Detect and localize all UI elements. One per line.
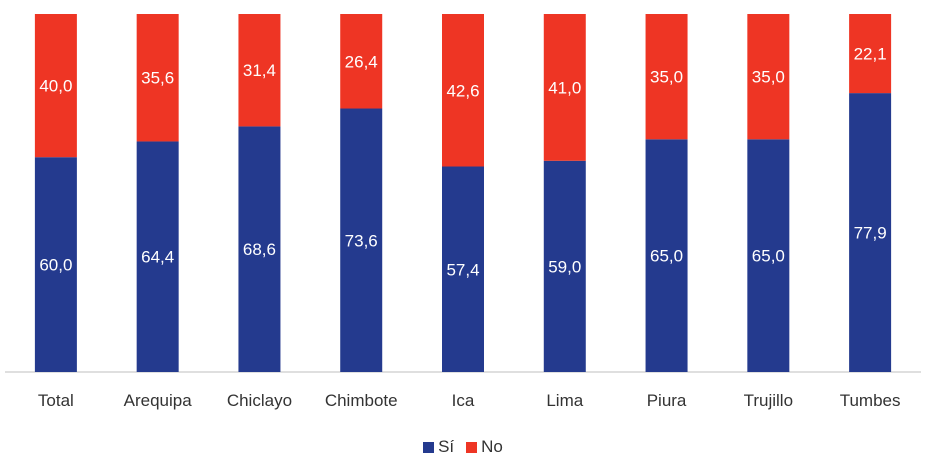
x-tick-label-tumbes: Tumbes xyxy=(840,391,901,410)
x-tick-label-trujillo: Trujillo xyxy=(744,391,793,410)
bar-si-chimbote xyxy=(340,108,383,373)
bar-si-chiclayo xyxy=(238,126,281,372)
bar-si-trujillo xyxy=(747,139,790,372)
legend-item-si: Sí xyxy=(423,437,454,457)
data-label-no-total: 40,0 xyxy=(39,77,72,96)
bar-no-chimbote xyxy=(340,14,383,109)
x-tick-label-arequipa: Arequipa xyxy=(124,391,193,410)
bar-no-total xyxy=(34,14,77,158)
data-label-si-ica: 57,4 xyxy=(446,260,479,279)
bar-si-arequipa xyxy=(136,141,179,372)
legend: Sí No xyxy=(0,436,926,458)
data-label-si-chimbote: 73,6 xyxy=(345,231,378,250)
legend-label-si: Sí xyxy=(438,437,455,456)
data-label-no-chimbote: 26,4 xyxy=(345,52,378,71)
data-label-si-tumbes: 77,9 xyxy=(854,224,887,243)
data-label-si-total: 60,0 xyxy=(39,256,72,275)
data-label-si-lima: 59,0 xyxy=(548,257,581,276)
bar-no-arequipa xyxy=(136,14,179,142)
bar-si-total xyxy=(34,157,77,372)
data-label-no-trujillo: 35,0 xyxy=(752,68,785,87)
legend-swatch-si xyxy=(423,441,435,453)
legend-item-no: No xyxy=(466,437,503,457)
data-label-no-chiclayo: 31,4 xyxy=(243,61,276,80)
data-label-no-piura: 35,0 xyxy=(650,68,683,87)
bar-no-piura xyxy=(645,14,688,140)
data-label-si-piura: 65,0 xyxy=(650,247,683,266)
bar-si-lima xyxy=(543,160,586,372)
data-label-no-tumbes: 22,1 xyxy=(854,45,887,64)
data-label-no-ica: 42,6 xyxy=(446,81,479,100)
bar-si-piura xyxy=(645,139,688,372)
bars-group xyxy=(34,14,892,373)
bar-no-ica xyxy=(442,14,484,167)
bar-si-tumbes xyxy=(849,93,892,373)
data-label-si-chiclayo: 68,6 xyxy=(243,240,276,259)
x-tick-label-ica: Ica xyxy=(452,391,475,410)
x-tick-label-piura: Piura xyxy=(647,391,687,410)
data-label-si-trujillo: 65,0 xyxy=(752,247,785,266)
data-label-si-arequipa: 64,4 xyxy=(141,248,174,267)
x-tick-label-chimbote: Chimbote xyxy=(325,391,398,410)
x-tick-label-total: Total xyxy=(38,391,74,410)
x-tick-labels-group: Total Arequipa Chiclayo Chimbote Ica Lima Piur… xyxy=(38,391,901,410)
data-labels-group: 60,0 40,0 64,4 35,6 68,6 31,4 73,6 26,4 57,4 42,6… xyxy=(39,45,886,280)
x-tick-label-lima: Lima xyxy=(546,391,583,410)
data-label-no-lima: 41,0 xyxy=(548,78,581,97)
bar-no-lima xyxy=(543,14,586,161)
legend-label-no: No xyxy=(481,437,503,456)
x-tick-label-chiclayo: Chiclayo xyxy=(227,391,292,410)
data-label-no-arequipa: 35,6 xyxy=(141,69,174,88)
bar-no-tumbes xyxy=(849,14,892,94)
bar-no-trujillo xyxy=(747,14,790,140)
bar-no-chiclayo xyxy=(238,14,281,127)
legend-swatch-no xyxy=(466,441,478,453)
bar-si-ica xyxy=(442,166,484,372)
